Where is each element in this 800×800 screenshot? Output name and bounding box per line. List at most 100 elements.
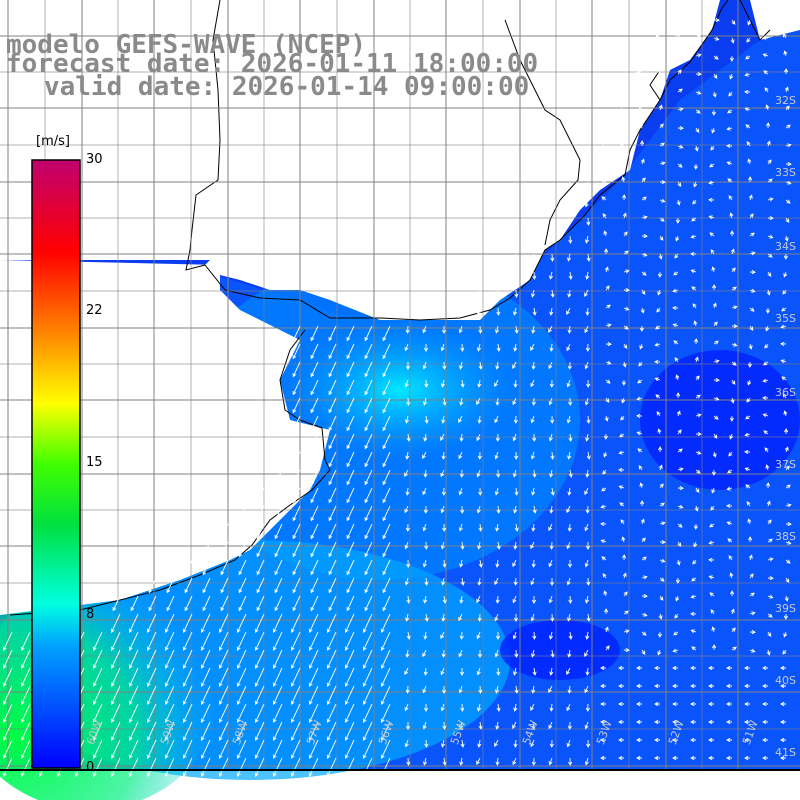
wind-arrow [585, 109, 590, 118]
wind-arrow [586, 379, 591, 388]
wind-arrow [604, 626, 609, 633]
wind-arrow [382, 541, 391, 558]
wind-arrow [364, 397, 373, 414]
wind-arrow [344, 649, 355, 669]
wind-arrow [744, 432, 751, 437]
wind-arrow [767, 253, 773, 258]
wind-arrow [310, 505, 319, 522]
wind-arrow [382, 325, 391, 342]
wind-arrow [513, 703, 518, 712]
wind-arrow [605, 304, 611, 309]
wind-arrow [308, 667, 319, 687]
wind-arrow [641, 575, 648, 580]
wind-arrow [494, 451, 499, 460]
wind-arrow [762, 755, 768, 761]
wind-arrow [440, 739, 446, 748]
wind-arrow [767, 613, 773, 618]
wind-arrow [344, 721, 355, 741]
wind-arrow [290, 703, 301, 723]
wind-arrow [238, 505, 247, 522]
wind-arrow [783, 50, 788, 57]
wind-arrow [290, 631, 301, 651]
wind-arrow [272, 631, 283, 651]
wind-arrow [530, 613, 535, 622]
wind-arrow [674, 253, 679, 259]
wind-arrow [92, 649, 103, 669]
wind-arrow [585, 73, 590, 82]
wind-arrow [782, 393, 787, 399]
wind-arrow [532, 469, 537, 478]
wind-arrow [744, 737, 750, 743]
wind-arrow [346, 451, 355, 468]
wind-arrow [659, 502, 665, 507]
lat-label-35s: 35S [775, 312, 796, 325]
wind-arrow [767, 234, 774, 239]
wind-arrow [604, 266, 609, 273]
lat-label-38s: 38S [775, 530, 796, 543]
wind-arrow [200, 613, 211, 633]
wind-arrow [182, 739, 193, 759]
wind-arrow [766, 482, 771, 489]
wind-arrow [20, 739, 31, 759]
wind-arrow [766, 500, 771, 507]
wind-arrow [308, 721, 319, 741]
wind-arrow [405, 649, 410, 658]
wind-arrow [128, 739, 139, 759]
wind-arrow [2, 685, 13, 705]
wind-arrow [2, 757, 13, 777]
wind-arrow [584, 127, 589, 136]
wind-arrow [586, 55, 591, 64]
wind-arrow [747, 158, 752, 165]
colorbar-tick-15: 15 [86, 455, 103, 470]
wind-arrow [405, 487, 410, 496]
wind-arrow [585, 145, 590, 154]
wind-arrow [584, 361, 589, 370]
wind-arrow [566, 505, 571, 514]
wind-arrow [478, 559, 483, 568]
wind-arrow [783, 410, 788, 417]
wind-arrow [691, 577, 697, 582]
wind-arrow [731, 286, 737, 291]
wind-arrow [605, 397, 610, 403]
wind-arrow [567, 721, 572, 730]
wind-arrow [344, 757, 355, 777]
wind-arrow [346, 397, 355, 414]
wind-arrow [762, 395, 769, 400]
wind-arrow [328, 487, 337, 504]
wind-arrow [727, 178, 733, 183]
wind-arrow [364, 595, 373, 612]
wind-arrow [477, 650, 483, 658]
wind-arrow [749, 630, 756, 635]
wind-arrow [478, 487, 483, 496]
lat-label-39s: 39S [775, 602, 796, 615]
wind-arrow [512, 559, 517, 568]
wind-arrow [623, 629, 630, 634]
wind-arrow [326, 649, 337, 669]
wind-arrow [780, 719, 786, 725]
wind-arrow [749, 592, 755, 597]
wind-arrow [550, 451, 555, 460]
wind-arrow [382, 577, 391, 594]
wind-arrow [765, 325, 770, 332]
wind-arrow [440, 343, 445, 352]
wind-arrow [728, 555, 733, 561]
wind-arrow [585, 631, 590, 640]
wind-arrow [584, 757, 589, 766]
wind-arrow [380, 739, 391, 759]
wind-arrow [619, 73, 625, 78]
wind-arrow [220, 523, 229, 540]
wind-arrow [218, 757, 229, 777]
wind-arrow [690, 755, 696, 761]
wind-arrow [549, 739, 554, 748]
wind-arrow [494, 577, 499, 586]
wind-arrow [364, 541, 373, 558]
wind-arrow [603, 73, 608, 80]
wind-arrow [641, 594, 648, 599]
wind-arrow [654, 342, 661, 347]
wind-arrow [182, 649, 193, 669]
wind-arrow [744, 467, 751, 472]
wind-arrow [765, 307, 770, 314]
wind-arrow [567, 685, 572, 694]
wind-arrow [494, 685, 500, 694]
wind-arrow [568, 631, 573, 640]
